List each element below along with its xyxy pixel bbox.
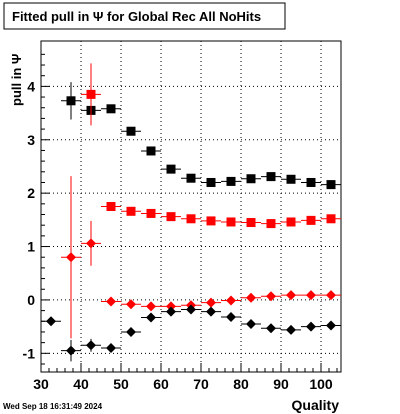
x-tick-label: 70	[193, 376, 209, 392]
data-point-square	[306, 177, 316, 187]
y-tick-label: 0	[27, 292, 35, 308]
y-tick-label: 4	[27, 78, 35, 94]
x-tick-label: 100	[309, 376, 333, 392]
data-point-diamond	[186, 304, 196, 315]
data-point-square	[106, 104, 116, 114]
data-point-square	[266, 172, 276, 182]
data-point-diamond	[146, 312, 156, 323]
data-point-square	[166, 212, 176, 222]
data-point-square	[206, 216, 216, 226]
data-point-diamond	[326, 320, 336, 331]
data-point-diamond	[246, 318, 256, 329]
y-tick-label: 2	[27, 185, 35, 201]
data-point-diamond	[286, 290, 296, 301]
data-point-diamond	[86, 238, 96, 249]
grid	[40, 41, 341, 372]
data-point-square	[86, 89, 96, 99]
data-point-square	[226, 176, 236, 186]
data-point-square	[186, 173, 196, 183]
data-point-diamond	[146, 301, 156, 312]
data-point-diamond	[66, 345, 76, 356]
data-point-diamond	[126, 326, 136, 337]
data-point-diamond	[266, 323, 276, 334]
y-tick-label: 1	[27, 239, 35, 255]
data-point-diamond	[106, 342, 116, 353]
data-point-diamond	[226, 295, 236, 306]
data-point-square	[226, 217, 236, 227]
x-axis-label: Quality	[292, 397, 340, 413]
data-point-square	[166, 164, 176, 174]
data-point-diamond	[166, 306, 176, 317]
axis-ticks: 30 40 50 60 70 80 90 100 -1 0 1 2 3 4	[23, 53, 338, 392]
x-tick-label: 40	[73, 376, 89, 392]
y-axis-label: pull in Ψ	[9, 54, 24, 106]
data-point-square	[126, 126, 136, 136]
data-point-diamond	[166, 301, 176, 312]
data-point-square	[266, 219, 276, 229]
data-point-diamond	[306, 290, 316, 301]
data-marks	[41, 63, 341, 362]
title-box: Fitted pull in Ψ for Global Rec All NoHi…	[3, 2, 286, 30]
data-point-diamond	[126, 299, 136, 310]
timestamp: Wed Sep 18 16:31:49 2024	[3, 402, 103, 411]
data-point-square	[246, 218, 256, 228]
data-point-square	[206, 177, 216, 187]
data-point-square	[66, 96, 76, 106]
x-tick-label: 80	[233, 376, 249, 392]
data-point-square	[126, 206, 136, 216]
data-point-diamond	[46, 316, 56, 327]
data-point-square	[106, 202, 116, 211]
data-point-square	[326, 180, 336, 190]
data-point-diamond	[306, 321, 316, 332]
data-point-diamond	[66, 252, 76, 263]
data-point-square	[246, 174, 256, 184]
data-point-square	[186, 214, 196, 224]
data-point-square	[286, 217, 296, 227]
data-point-diamond	[206, 297, 216, 308]
x-tick-label: 30	[33, 376, 49, 392]
data-point-diamond	[246, 292, 256, 303]
data-point-square	[286, 174, 296, 184]
data-point-square	[306, 215, 316, 225]
x-tick-label: 60	[153, 376, 169, 392]
data-point-diamond	[206, 306, 216, 317]
x-tick-label: 90	[273, 376, 289, 392]
data-point-diamond	[226, 312, 236, 323]
data-point-diamond	[326, 290, 336, 301]
x-tick-label: 50	[113, 376, 129, 392]
data-point-square	[146, 208, 156, 218]
data-point-diamond	[86, 340, 96, 351]
data-point-diamond	[266, 291, 276, 302]
data-point-square	[326, 214, 336, 224]
plot-frame	[40, 40, 342, 373]
data-point-diamond	[286, 324, 296, 335]
data-point-square	[146, 146, 156, 156]
y-tick-label: 3	[27, 132, 35, 148]
y-tick-label: -1	[23, 345, 36, 361]
chart-title: Fitted pull in Ψ for Global Rec All NoHi…	[12, 9, 261, 24]
data-point-diamond	[106, 296, 116, 307]
